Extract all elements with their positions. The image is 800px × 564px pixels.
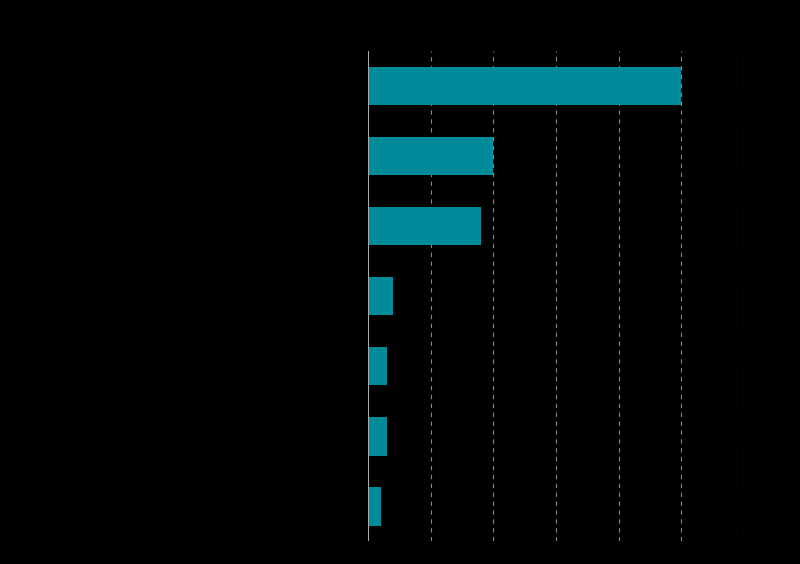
Bar [368,277,393,315]
Bar [368,347,387,385]
Bar [368,67,682,105]
Bar [368,136,494,175]
Bar [368,207,481,245]
Bar [368,417,387,456]
Bar [368,487,381,526]
